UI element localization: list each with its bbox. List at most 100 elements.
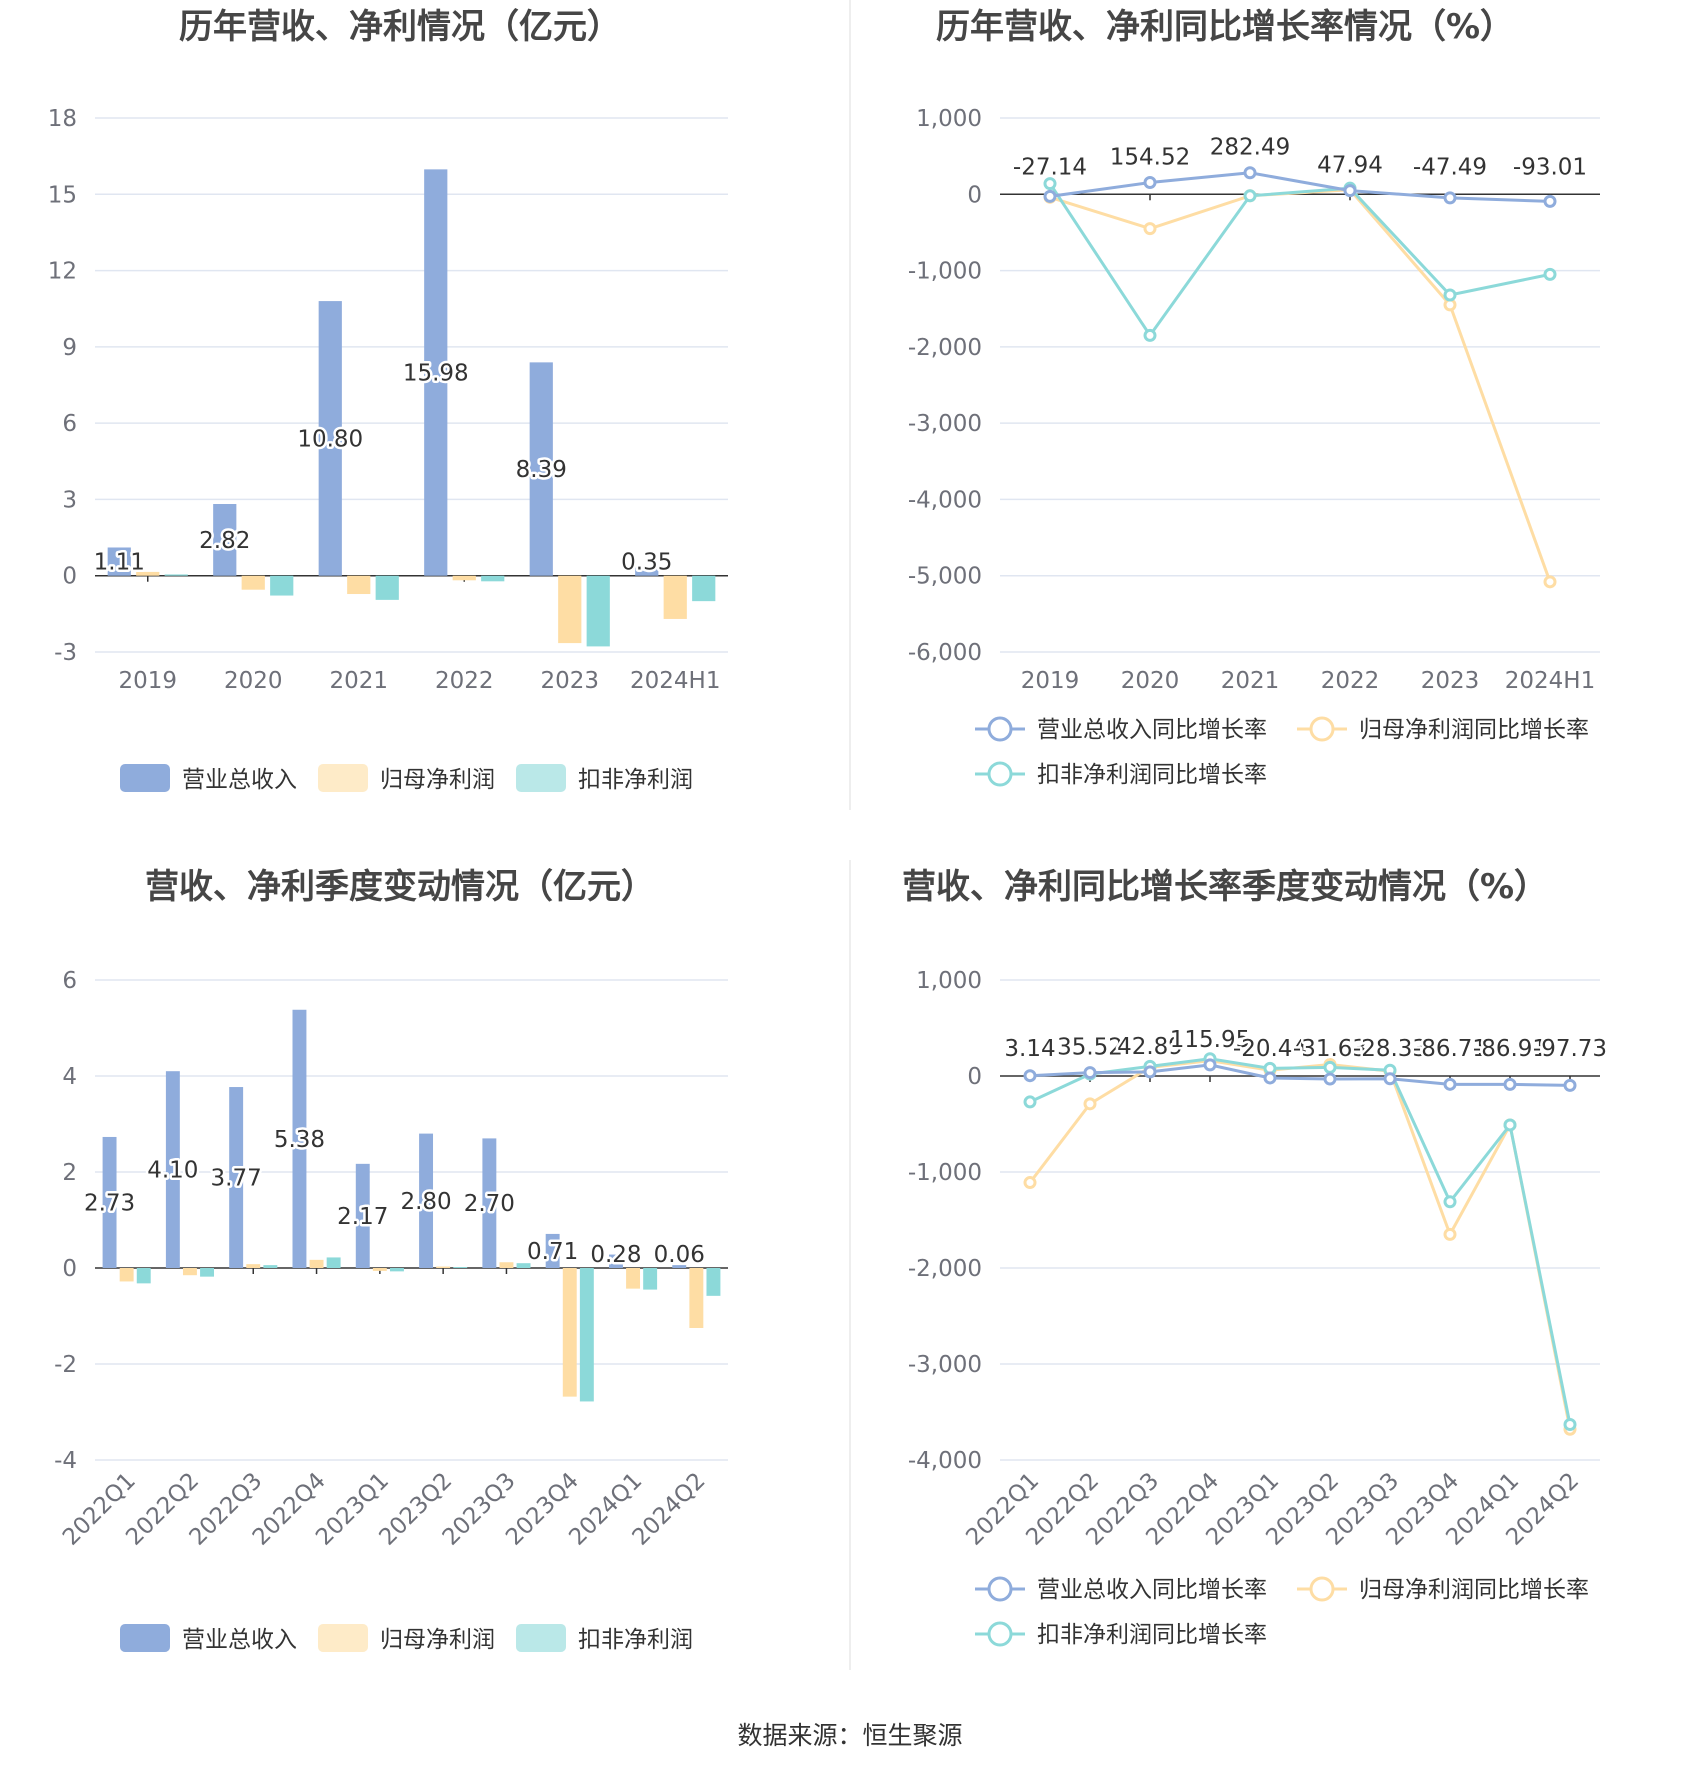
bar-deducted-profit: [164, 574, 188, 576]
x-tick-label: 2023: [540, 668, 599, 694]
bar-deducted-profit: [263, 1265, 278, 1268]
line-point: [1243, 189, 1257, 203]
legend-label: 归母净利润: [380, 1627, 495, 1653]
bar-revenue: [213, 504, 237, 576]
data-source-note: 数据来源：恒生聚源: [737, 1721, 962, 1750]
data-label: 0.28: [590, 1242, 641, 1268]
legend-swatch: [318, 764, 368, 792]
y-tick-label: 3: [62, 487, 77, 513]
y-tick-label: -3,000: [908, 411, 982, 437]
chart-title: 营收、净利季度变动情况（亿元）: [145, 867, 655, 907]
y-tick-label: 2: [62, 1160, 77, 1186]
line-point: [1143, 328, 1157, 342]
chart-title: 营收、净利同比增长率季度变动情况（%）: [902, 867, 1548, 907]
y-tick-label: -1,000: [908, 1160, 982, 1186]
legend-marker: [987, 1621, 1013, 1647]
legend-label: 扣非净利润同比增长率: [1037, 1622, 1267, 1648]
y-tick-label: 6: [62, 411, 77, 437]
bar-net-profit: [246, 1264, 261, 1268]
line-point: [1203, 1058, 1217, 1072]
data-label: 10.80: [297, 426, 363, 452]
y-tick-label: -4,000: [908, 487, 982, 513]
data-label: -27.14: [1013, 154, 1087, 180]
bar-revenue: [107, 547, 131, 576]
legend-swatch: [516, 1624, 566, 1652]
y-tick-label: -4: [54, 1448, 77, 1474]
y-tick-label: 6: [62, 968, 77, 994]
line-point: [1563, 1078, 1577, 1092]
line-point: [1023, 1069, 1037, 1083]
bar-deducted-profit: [706, 1268, 721, 1296]
line-point: [1023, 1176, 1037, 1190]
x-tick-label: 2024H1: [1505, 668, 1595, 694]
series-line-deducted-profit-growth: [1048, 182, 1551, 339]
line-point: [1323, 1060, 1337, 1074]
data-label: 1.11: [94, 550, 145, 576]
data-label: 3.14: [1004, 1036, 1055, 1062]
bar-revenue: [292, 1009, 307, 1268]
line-point: [1563, 1417, 1577, 1431]
data-label: 15.98: [403, 361, 469, 387]
bar-revenue: [419, 1133, 434, 1268]
bar-deducted-profit: [326, 1257, 341, 1268]
series-line-net-profit-growth: [1049, 188, 1552, 583]
data-label: -31.63: [1293, 1036, 1367, 1062]
line-point: [1443, 288, 1457, 302]
bar-revenue: [529, 362, 553, 576]
data-label: 42.89: [1117, 1034, 1183, 1060]
bar-net-profit: [436, 1266, 451, 1268]
bar-revenue: [355, 1163, 370, 1268]
data-label: 0.35: [621, 550, 672, 576]
x-tick-label: 2024H1: [630, 668, 720, 694]
bar-net-profit: [182, 1268, 197, 1276]
data-label: 35.52: [1057, 1035, 1123, 1061]
bar-net-profit: [452, 575, 476, 581]
legend-label: 营业总收入: [182, 1627, 297, 1653]
bar-revenue: [635, 566, 659, 576]
bar-deducted-profit: [643, 1268, 658, 1290]
data-label: 4.10: [147, 1158, 198, 1184]
x-tick-label: 2020: [1121, 668, 1180, 694]
data-label: -86.71: [1413, 1036, 1487, 1062]
y-tick-label: 12: [48, 259, 77, 285]
line-point: [1443, 1077, 1457, 1091]
bar-deducted-profit: [586, 575, 610, 647]
legend-label: 扣非净利润: [578, 767, 693, 793]
line-point: [1503, 1077, 1517, 1091]
legend-label: 营业总收入同比增长率: [1037, 717, 1267, 743]
line-point: [1343, 184, 1357, 198]
bar-deducted-profit: [375, 575, 399, 600]
line-point: [1023, 1095, 1037, 1109]
line-point: [1443, 1227, 1457, 1241]
y-tick-label: -2,000: [908, 1256, 982, 1282]
y-tick-label: 0: [62, 564, 77, 590]
chart-title: 历年营收、净利情况（亿元）: [179, 7, 621, 47]
bar-revenue: [608, 1254, 623, 1268]
bar-deducted-profit: [270, 575, 294, 596]
bar-net-profit: [558, 575, 582, 644]
y-tick-label: 1,000: [916, 968, 982, 994]
data-label: 2.17: [337, 1204, 388, 1230]
y-tick-label: 4: [62, 1064, 77, 1090]
legend-marker: [1309, 1576, 1335, 1602]
x-tick-label: 2019: [1021, 668, 1080, 694]
annual-growth-rate-chart: 历年营收、净利同比增长率情况（%） -6,000 -5,000 -4,000 -3,00…: [908, 7, 1600, 788]
line-point: [1543, 575, 1557, 589]
bar-net-profit: [119, 1268, 134, 1282]
bar-net-profit: [309, 1259, 324, 1268]
y-tick-label: -4,000: [908, 1448, 982, 1474]
bar-deducted-profit: [453, 1267, 468, 1269]
line-point: [1083, 1066, 1097, 1080]
bar-revenue: [229, 1087, 244, 1268]
y-tick-label: 1,000: [916, 106, 982, 132]
y-tick-label: 0: [967, 182, 982, 208]
bar-deducted-profit: [136, 1268, 151, 1284]
bar-deducted-profit: [516, 1263, 531, 1268]
annual-revenue-profit-chart: 历年营收、净利情况（亿元） -3 0 3 6 9 12 15 18 2019 2020 2021 202…: [48, 7, 728, 793]
y-tick-label: -2: [54, 1352, 77, 1378]
legend-label: 归母净利润: [380, 767, 495, 793]
bar-deducted-profit: [481, 575, 505, 582]
line-point: [1083, 1097, 1097, 1111]
y-tick-label: 18: [48, 106, 77, 132]
data-label: -47.49: [1413, 154, 1487, 180]
